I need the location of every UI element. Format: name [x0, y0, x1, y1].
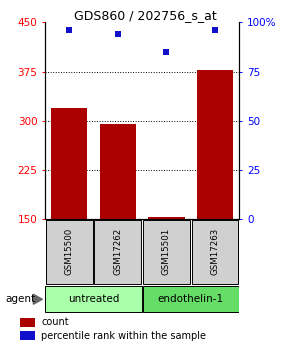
Bar: [95, 220, 141, 284]
Text: endothelin-1: endothelin-1: [157, 294, 224, 304]
Text: untreated: untreated: [68, 294, 119, 304]
Text: GSM15501: GSM15501: [162, 228, 171, 275]
Bar: [20, 332, 35, 341]
Text: GSM15500: GSM15500: [65, 228, 74, 275]
Polygon shape: [33, 294, 42, 304]
Bar: [148, 217, 185, 219]
Bar: [192, 220, 238, 284]
Bar: [20, 318, 35, 327]
Text: GSM17263: GSM17263: [211, 228, 220, 275]
Text: GDS860 / 202756_s_at: GDS860 / 202756_s_at: [74, 9, 216, 22]
Bar: [99, 124, 136, 219]
Text: percentile rank within the sample: percentile rank within the sample: [41, 331, 206, 341]
Bar: [143, 220, 190, 284]
Bar: [46, 220, 93, 284]
Bar: [143, 286, 239, 313]
Bar: [46, 286, 142, 313]
Text: agent: agent: [6, 294, 36, 304]
Text: count: count: [41, 317, 69, 327]
Bar: [51, 108, 88, 219]
Text: GSM17262: GSM17262: [113, 228, 122, 275]
Bar: [197, 70, 233, 219]
